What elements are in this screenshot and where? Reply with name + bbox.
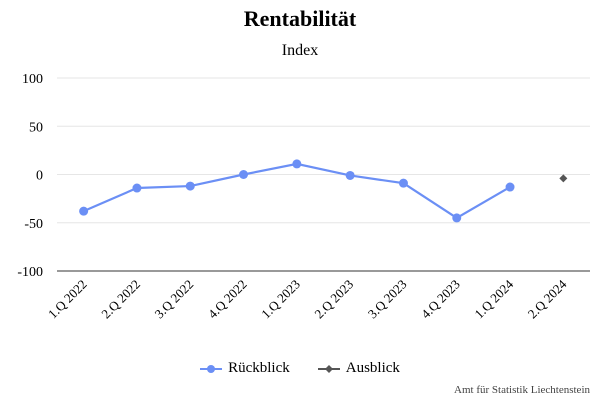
- data-point: [398, 178, 408, 188]
- x-tick-label: 1.Q 2023: [258, 277, 303, 322]
- chart-subtitle: Index: [281, 42, 319, 59]
- data-point: [132, 183, 142, 193]
- legend: Rückblick Ausblick: [0, 360, 600, 377]
- legend-label-ausblick: Ausblick: [345, 360, 400, 376]
- y-tick-label: 0: [36, 169, 43, 184]
- data-point: [505, 182, 515, 192]
- x-tick-label: 4.Q 2023: [418, 277, 463, 322]
- x-tick-label: 4.Q 2022: [205, 277, 250, 322]
- legend-item-rueckblick[interactable]: Rückblick: [200, 360, 290, 377]
- data-point: [79, 206, 89, 216]
- data-point: [292, 159, 302, 169]
- y-tick-label: 50: [29, 120, 43, 135]
- x-tick-label: 2.Q 2023: [311, 277, 356, 322]
- data-point: [452, 213, 462, 223]
- data-point: [559, 174, 568, 183]
- y-tick-label: -100: [17, 265, 43, 280]
- legend-swatch-rueckblick: [200, 364, 223, 373]
- y-tick-label: 100: [22, 72, 43, 87]
- data-point: [185, 181, 195, 191]
- legend-swatch-ausblick: [317, 364, 340, 373]
- legend-item-ausblick[interactable]: Ausblick: [317, 360, 400, 377]
- data-point: [345, 170, 355, 180]
- x-tick-label: 2.Q 2022: [98, 277, 143, 322]
- y-tick-label: -50: [24, 217, 43, 232]
- series-line-0: [83, 162, 511, 220]
- source-credit: Amt für Statistik Liechtenstein: [454, 384, 590, 396]
- x-tick-label: 1.Q 2024: [471, 276, 516, 321]
- x-tick-label: 2.Q 2024: [525, 276, 570, 321]
- x-tick-label: 3.Q 2023: [365, 277, 410, 322]
- chart-title: Rentabilität: [243, 6, 357, 31]
- legend-label-rueckblick: Rückblick: [228, 360, 290, 376]
- x-tick-label: 1.Q 2022: [45, 277, 90, 322]
- x-tick-label: 3.Q 2022: [152, 277, 197, 322]
- data-point: [239, 170, 249, 179]
